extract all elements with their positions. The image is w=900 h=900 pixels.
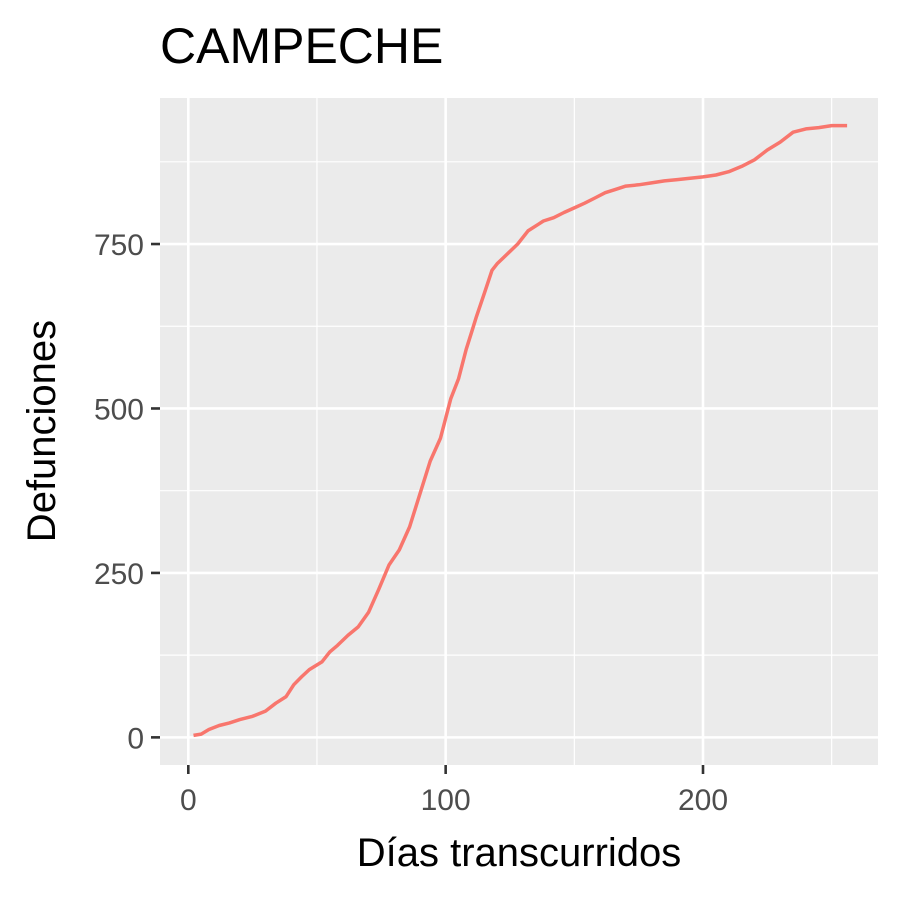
x-tick-label: 0 — [180, 784, 197, 817]
chart-title: CAMPECHE — [160, 18, 443, 74]
x-tick-label: 200 — [678, 784, 728, 817]
y-tick-label: 0 — [127, 722, 144, 755]
plot-panel — [160, 98, 878, 765]
y-axis: 0 250 500 750 — [94, 229, 160, 755]
series-line — [193, 123, 848, 738]
y-tick-label: 750 — [94, 229, 144, 262]
y-tick-label: 250 — [94, 558, 144, 591]
x-axis-title: Días transcurridos — [357, 831, 682, 875]
x-axis: 0 100 200 — [180, 765, 728, 817]
y-axis-title: Defunciones — [20, 320, 64, 542]
y-tick-label: 500 — [94, 393, 144, 426]
x-tick-label: 100 — [421, 784, 471, 817]
